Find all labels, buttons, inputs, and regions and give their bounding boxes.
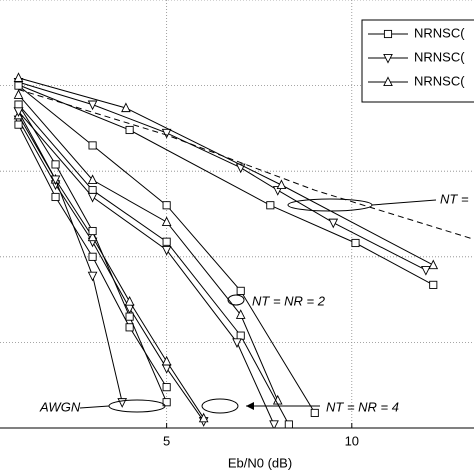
marker xyxy=(125,312,134,321)
marker xyxy=(161,245,172,256)
arrow-head xyxy=(246,402,254,410)
marker xyxy=(162,237,171,246)
marker xyxy=(14,100,23,109)
marker xyxy=(88,186,97,195)
legend-label: NRNSC( xyxy=(414,25,465,40)
marker xyxy=(328,218,339,229)
marker xyxy=(88,141,97,150)
marker xyxy=(383,53,393,64)
legend: NRNSC( NRNSC( NRNSC( xyxy=(361,19,474,103)
marker xyxy=(161,128,172,139)
annotation: AWGN xyxy=(39,399,81,414)
x-tick-label: 5 xyxy=(163,433,170,448)
annotation: NT = NR = 2 xyxy=(252,293,326,308)
marker xyxy=(428,259,439,270)
marker xyxy=(14,120,23,129)
series-line xyxy=(18,77,434,266)
marker xyxy=(125,323,134,332)
ellipse xyxy=(201,398,239,414)
marker xyxy=(121,102,131,113)
marker xyxy=(87,100,98,111)
marker xyxy=(266,201,275,210)
pointer xyxy=(371,199,437,206)
pointer xyxy=(79,405,110,409)
marker xyxy=(351,238,360,248)
legend-label: NRNSC( xyxy=(414,73,465,88)
marker xyxy=(232,338,242,349)
ellipse xyxy=(227,294,245,306)
marker xyxy=(162,383,171,392)
marker xyxy=(162,201,171,210)
marker xyxy=(310,408,319,417)
marker xyxy=(269,420,279,428)
legend-label: NRNSC( xyxy=(414,49,465,64)
marker xyxy=(88,252,97,261)
marker xyxy=(14,81,23,90)
marker xyxy=(284,420,293,428)
marker xyxy=(13,72,24,82)
plot-area xyxy=(13,72,474,428)
marker xyxy=(13,107,24,117)
marker xyxy=(198,412,209,423)
marker xyxy=(87,192,98,203)
marker xyxy=(87,271,98,282)
series-line xyxy=(18,89,474,240)
x-tick-label: 10 xyxy=(345,433,359,448)
marker xyxy=(162,398,171,407)
marker xyxy=(51,192,60,202)
marker xyxy=(125,125,134,135)
series-line xyxy=(18,111,123,403)
annotation: NT = NR = 4 xyxy=(326,399,399,414)
marker xyxy=(236,286,245,295)
marker xyxy=(51,160,60,169)
x-axis-label: Eb/N0 (dB) xyxy=(228,455,292,470)
marker xyxy=(50,175,61,186)
marker xyxy=(276,179,287,190)
marker xyxy=(429,280,438,289)
marker xyxy=(161,216,172,227)
marker xyxy=(13,89,24,99)
marker xyxy=(87,174,98,185)
marker xyxy=(161,355,172,366)
marker xyxy=(421,266,431,276)
marker xyxy=(383,29,393,39)
annotations: NT = NT = NR = 2 NT = NR = 4 AWGN xyxy=(39,191,469,414)
annotation: NT = xyxy=(440,191,469,206)
marker xyxy=(88,226,97,236)
marker xyxy=(124,295,135,306)
marker xyxy=(383,76,393,87)
marker xyxy=(236,331,245,340)
marker xyxy=(235,309,246,319)
